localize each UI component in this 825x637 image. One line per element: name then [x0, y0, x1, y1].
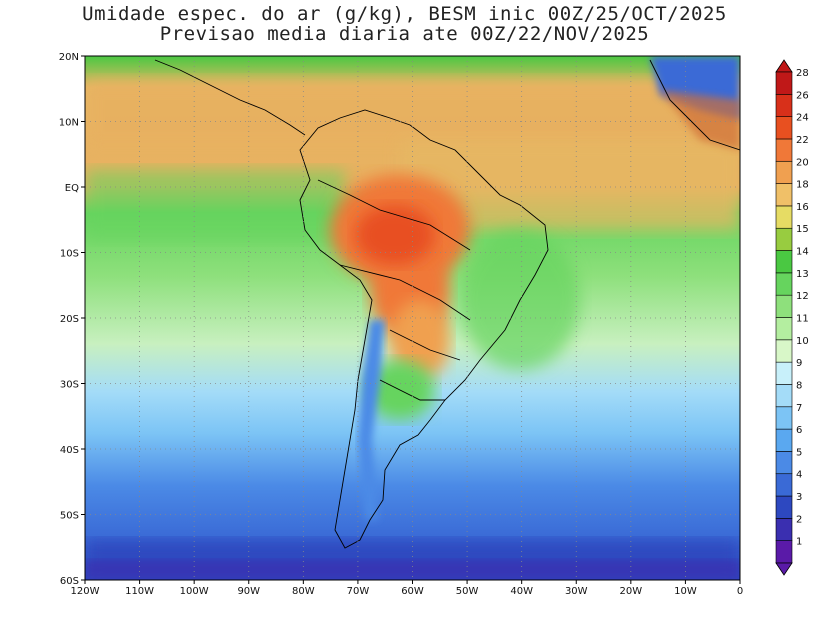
colorbar-swatch [775, 339, 793, 363]
colorbar-swatch [775, 205, 793, 229]
lon-label: 90W [237, 586, 260, 597]
colorbar-label: 12 [796, 291, 809, 302]
colorbar-label: 10 [796, 336, 809, 347]
colorbar-swatch [775, 451, 793, 475]
map-subtitle: Previsao media diaria ate 00Z/22/NOV/202… [159, 23, 650, 45]
lon-label: 70W [347, 586, 370, 597]
lat-label: 20S [60, 314, 79, 325]
colorbar-min-arrow [775, 562, 793, 576]
colorbar-swatch [775, 294, 793, 318]
lon-label: 100W [180, 586, 209, 597]
colorbar-swatch [775, 138, 793, 162]
colorbar-swatch [775, 272, 793, 296]
colorbar-swatch [775, 250, 793, 274]
lat-label: 10N [59, 118, 79, 129]
colorbar-swatch [775, 495, 793, 519]
colorbar-label: 1 [796, 537, 802, 548]
lat-label: 20N [59, 52, 79, 63]
colorbar-label: 2 [796, 514, 802, 525]
colorbar-label: 11 [796, 314, 809, 325]
colorbar-label: 20 [796, 157, 809, 168]
colorbar-label: 22 [796, 135, 809, 146]
lat-label: 40S [60, 445, 79, 456]
colorbar-swatch [775, 428, 793, 452]
colorbar-swatch [775, 116, 793, 140]
latitude-labels: 20N 10N EQ 10S 20S 30S 40S 50S 60S [59, 52, 85, 587]
colorbar-label: 18 [796, 180, 809, 191]
colorbar-swatch [775, 160, 793, 184]
lon-label: 80W [292, 586, 315, 597]
colorbar-label: 4 [796, 470, 802, 481]
lon-label: 60W [401, 586, 424, 597]
lat-label: 50S [60, 511, 79, 522]
colorbar-swatch [775, 406, 793, 430]
lon-label: 110W [125, 586, 154, 597]
colorbar-label: 5 [796, 447, 802, 458]
lon-label: 20W [620, 586, 643, 597]
colorbar-label: 3 [796, 492, 802, 503]
colorbar-swatch [775, 183, 793, 207]
colorbar-swatch [775, 384, 793, 408]
graticule [85, 56, 740, 580]
lon-label: 0 [737, 586, 743, 597]
colorbar-swatch [775, 361, 793, 385]
colorbar-swatch [775, 317, 793, 341]
colorbar-label: 24 [796, 113, 809, 124]
lat-label: EQ [65, 183, 79, 194]
humidity-field [85, 56, 740, 580]
colorbar-swatch [775, 227, 793, 251]
lat-label: 10S [60, 249, 79, 260]
map-title: Umidade espec. do ar (g/kg), BESM inic 0… [82, 3, 727, 25]
colorbar-swatch [775, 540, 793, 564]
colorbar-label: 28 [796, 68, 809, 79]
lat-label: 30S [60, 380, 79, 391]
colorbar-label: 7 [796, 403, 802, 414]
lon-label: 10W [674, 586, 697, 597]
lat-label: 60S [60, 576, 79, 587]
colorbar-label: 15 [796, 224, 809, 235]
colorbar-label: 9 [796, 358, 802, 369]
colorbar-label: 26 [796, 90, 809, 101]
colorbar-label: 14 [796, 247, 809, 258]
colorbar-max-arrow [775, 59, 793, 73]
longitude-labels: 120W 110W 100W 90W 80W 70W 60W 50W 40W 30W 20W 10W 0 [71, 580, 743, 597]
lon-label: 50W [456, 586, 479, 597]
lon-label: 120W [71, 586, 100, 597]
colorbar-swatch [775, 71, 793, 95]
coastline [154, 59, 740, 549]
colorbar-swatch [775, 94, 793, 117]
colorbar-label: 16 [796, 202, 809, 213]
lon-label: 40W [510, 586, 533, 597]
colorbar-swatch [775, 473, 793, 497]
colorbar-swatch [775, 518, 793, 541]
colorbar-label: 6 [796, 425, 802, 436]
lon-label: 30W [565, 586, 588, 597]
colorbar-label: 8 [796, 380, 802, 391]
colorbar-label: 13 [796, 269, 809, 280]
